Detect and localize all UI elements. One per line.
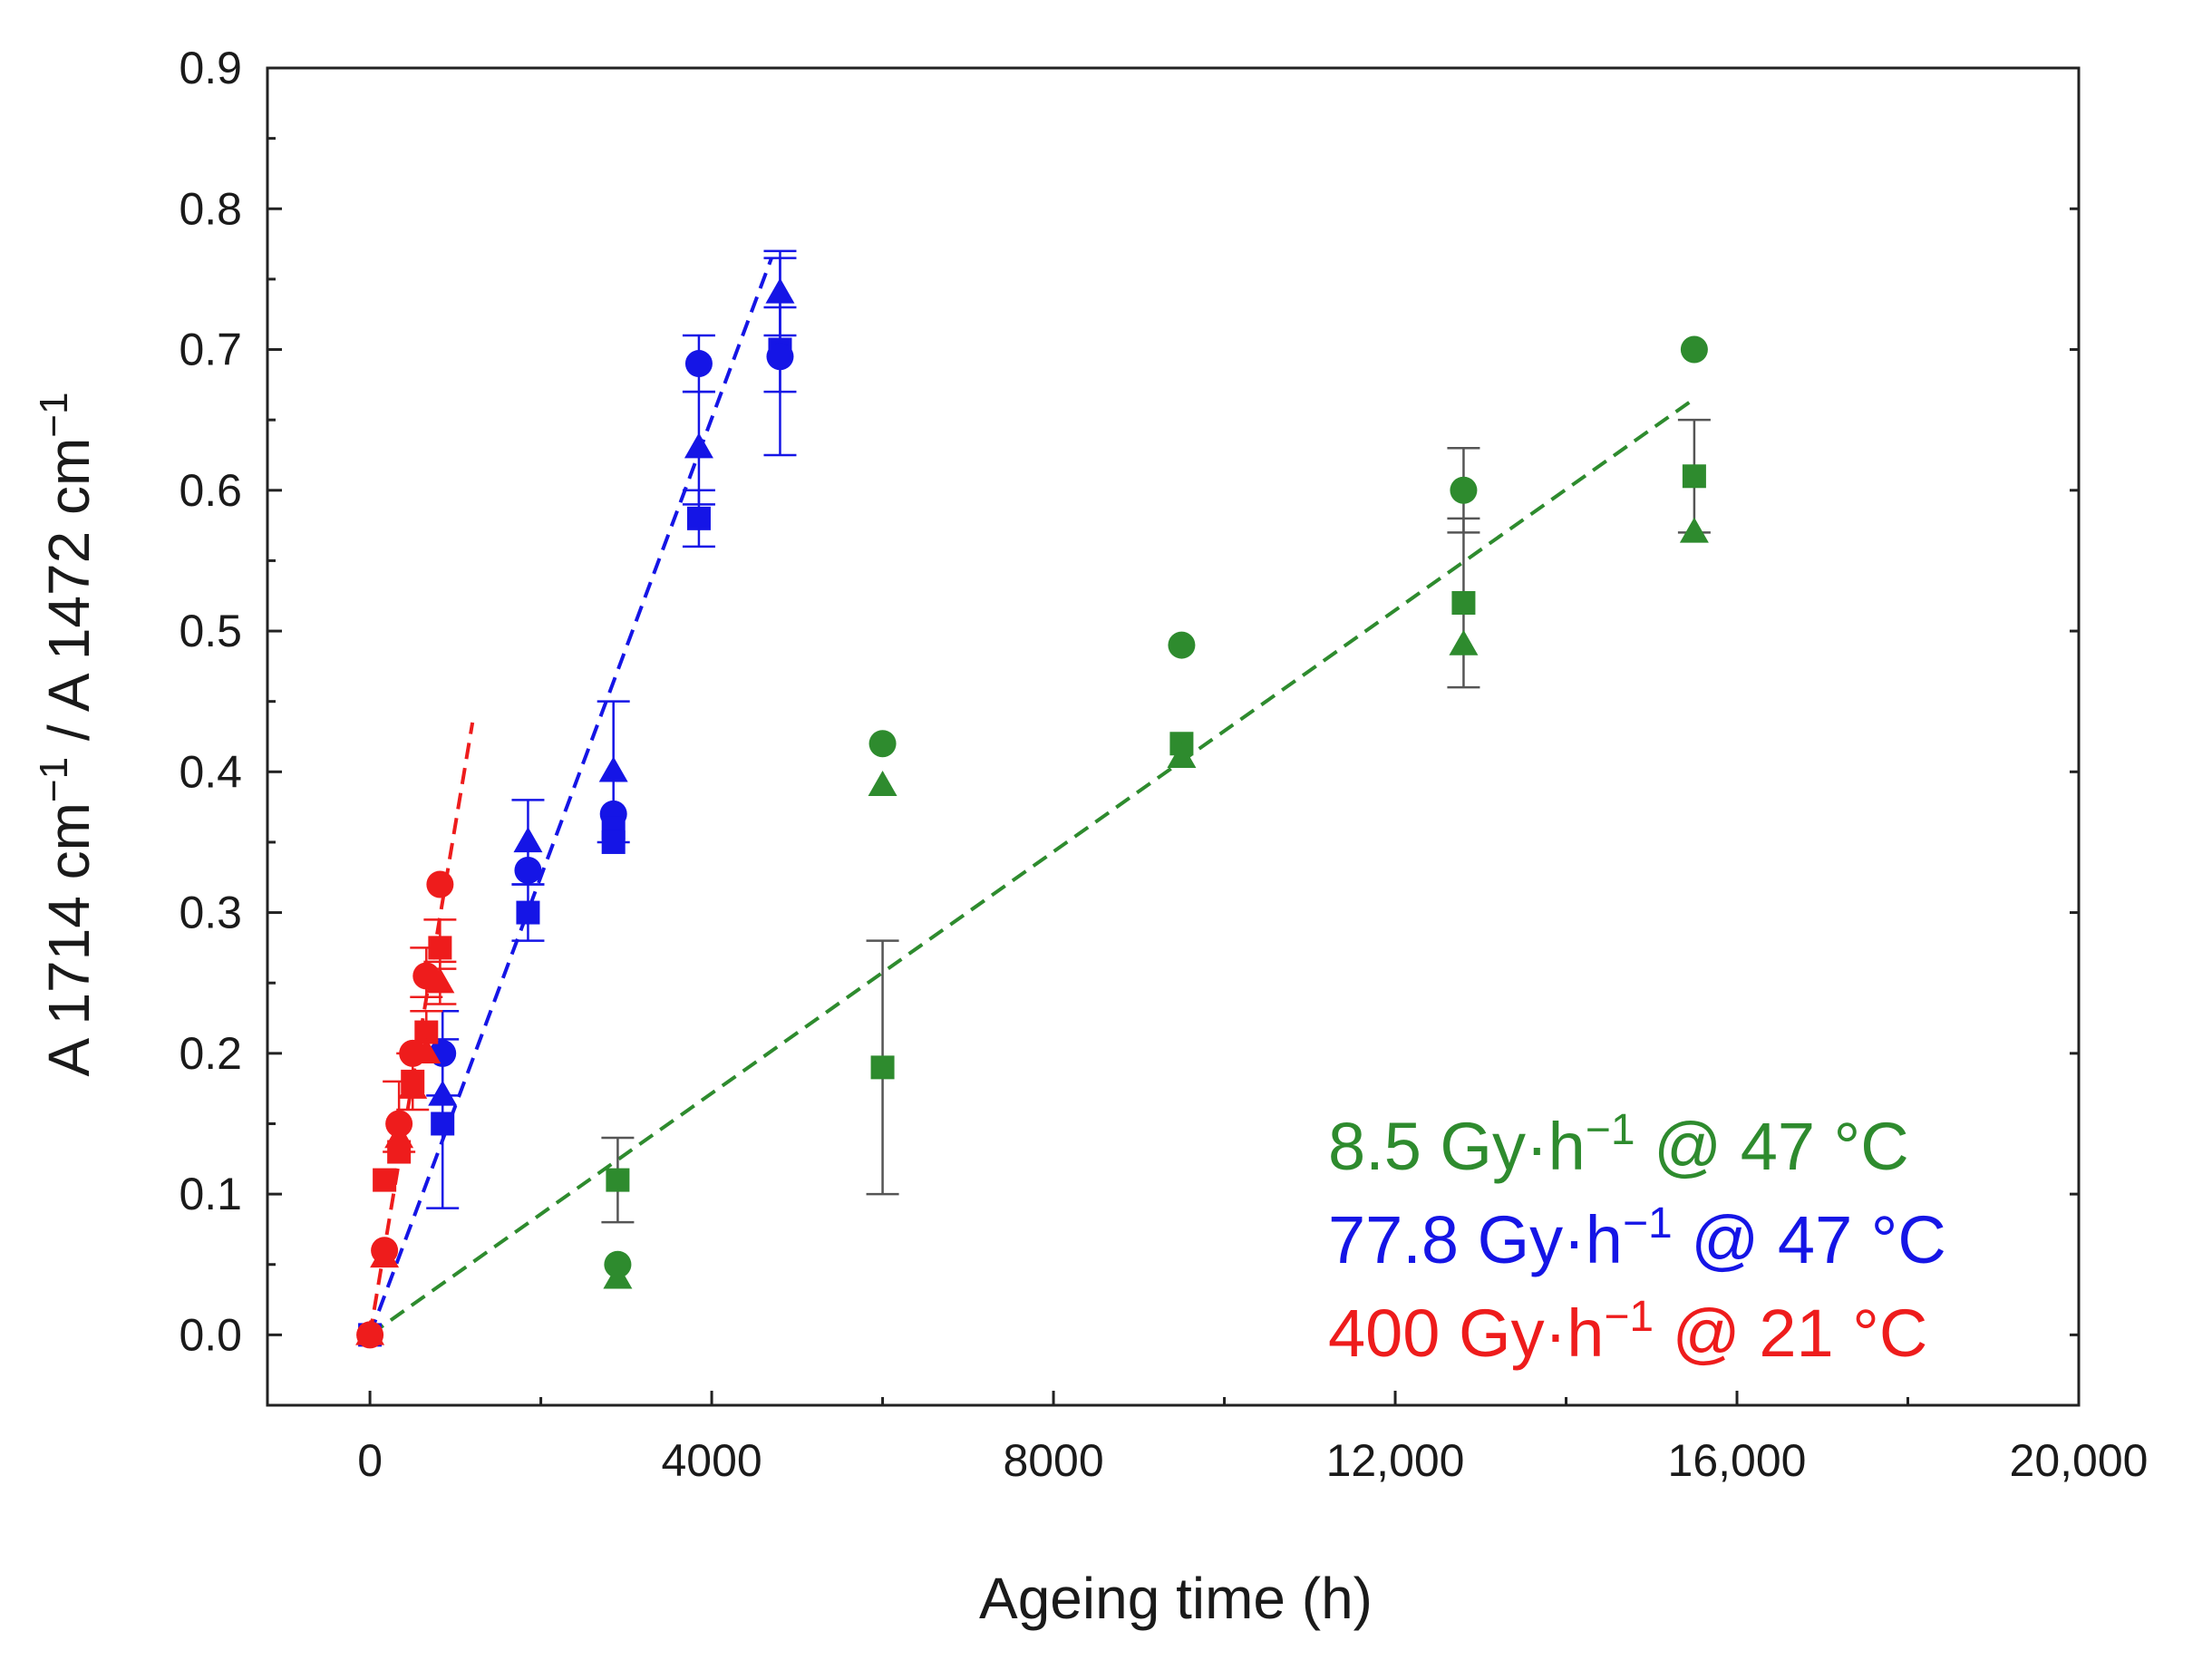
data-point-triangle: [1167, 742, 1197, 768]
data-point-circle: [868, 730, 897, 758]
x-axis-title: Ageing time (h): [979, 1566, 1373, 1631]
legend-label: @ 47 °C: [1673, 1202, 1946, 1277]
data-point-square: [1682, 464, 1706, 489]
trend-line-series-0: [368, 397, 1696, 1337]
y-tick-label: 0.8: [179, 183, 242, 234]
y-axis-title-superscript: −1: [32, 757, 76, 802]
data-point-triangle: [684, 432, 713, 459]
y-tick-label: 0.5: [179, 606, 242, 656]
y-tick-label: 0.2: [179, 1028, 242, 1079]
y-axis-title-part: / A 1472 cm: [36, 438, 102, 757]
data-point-triangle: [1679, 517, 1709, 543]
data-point-circle: [766, 343, 794, 371]
y-tick-label: 0.1: [179, 1169, 242, 1219]
y-axis-title: A 1714 cm−1 / A 1472 cm−1: [32, 393, 102, 1077]
data-point-circle: [1168, 631, 1196, 659]
legend: 8.5 Gy·h−1 @ 47 °C 77.8 Gy·h−1 @ 47 °C 4…: [1328, 1106, 1946, 1371]
x-tick-label: 16,000: [1668, 1435, 1807, 1486]
legend-superscript: −1: [1604, 1293, 1654, 1341]
legend-superscript: −1: [1623, 1199, 1673, 1247]
legend-label: 77.8 Gy·h: [1328, 1202, 1623, 1277]
x-axis-ticks: 0 4000 8000 12,000 16,000 20,000: [357, 1391, 2148, 1486]
data-point-circle: [1450, 476, 1478, 504]
y-tick-label: 0.4: [179, 746, 242, 797]
x-tick-label: 12,000: [1326, 1435, 1465, 1486]
y-tick-label: 0.7: [179, 325, 242, 375]
data-point-square: [516, 900, 540, 925]
y-tick-label: 0.3: [179, 888, 242, 938]
data-point-square: [601, 830, 626, 854]
plot-area-frame: [266, 66, 2081, 1407]
legend-label: 8.5 Gy·h: [1328, 1109, 1586, 1184]
y-axis-title-part: A 1714 cm: [36, 802, 102, 1076]
data-markers: [355, 277, 1709, 1349]
data-point-triangle: [425, 967, 455, 994]
data-point-triangle: [355, 1319, 385, 1345]
data-point-triangle: [412, 1038, 441, 1064]
data-point-square: [870, 1055, 895, 1080]
trend-line-series-1: [368, 257, 773, 1336]
legend-label: @ 21 °C: [1654, 1296, 1927, 1371]
legend-entry-8-5-gy: 8.5 Gy·h−1 @ 47 °C: [1328, 1106, 1909, 1184]
data-point-triangle: [513, 827, 543, 853]
legend-entry-400-gy: 400 Gy·h−1 @ 21 °C: [1328, 1293, 1927, 1371]
data-point-triangle: [603, 1263, 633, 1289]
legend-label: @ 47 °C: [1635, 1109, 1909, 1184]
data-point-triangle: [398, 1073, 428, 1099]
data-point-circle: [426, 870, 454, 898]
x-tick-label: 4000: [661, 1435, 762, 1486]
data-point-square: [373, 1168, 397, 1192]
y-tick-label: 0.6: [179, 465, 242, 516]
x-tick-label: 0: [357, 1435, 383, 1486]
y-tick-label: 0.9: [179, 43, 242, 93]
legend-entry-77-8-gy: 77.8 Gy·h−1 @ 47 °C: [1328, 1199, 1946, 1277]
data-point-circle: [684, 350, 713, 378]
x-tick-label: 8000: [1003, 1435, 1103, 1486]
y-axis-ticks: 0.0 0.1 0.2 0.3 0.4 0.5 0.6 0.7 0.8 0.9: [179, 43, 2079, 1360]
data-point-triangle: [370, 1242, 400, 1268]
y-tick-label: 0.0: [179, 1309, 242, 1360]
data-point-square: [686, 506, 711, 530]
data-point-triangle: [868, 771, 897, 797]
data-point-triangle: [598, 756, 628, 782]
legend-superscript: −1: [1586, 1106, 1635, 1154]
data-point-square: [387, 1140, 412, 1164]
data-point-square: [1451, 591, 1476, 615]
legend-label: 400 Gy·h: [1328, 1296, 1604, 1371]
data-point-circle: [514, 857, 542, 884]
data-point-square: [428, 936, 452, 960]
error-bars: [383, 249, 1711, 1224]
data-point-square: [431, 1112, 455, 1136]
data-point-circle: [1680, 335, 1708, 364]
data-point-triangle: [1449, 629, 1479, 655]
data-point-triangle: [428, 1080, 458, 1106]
data-point-square: [606, 1168, 630, 1192]
x-tick-label: 20,000: [2010, 1435, 2149, 1486]
data-point-triangle: [765, 277, 795, 304]
y-axis-title-superscript: −1: [32, 393, 76, 438]
